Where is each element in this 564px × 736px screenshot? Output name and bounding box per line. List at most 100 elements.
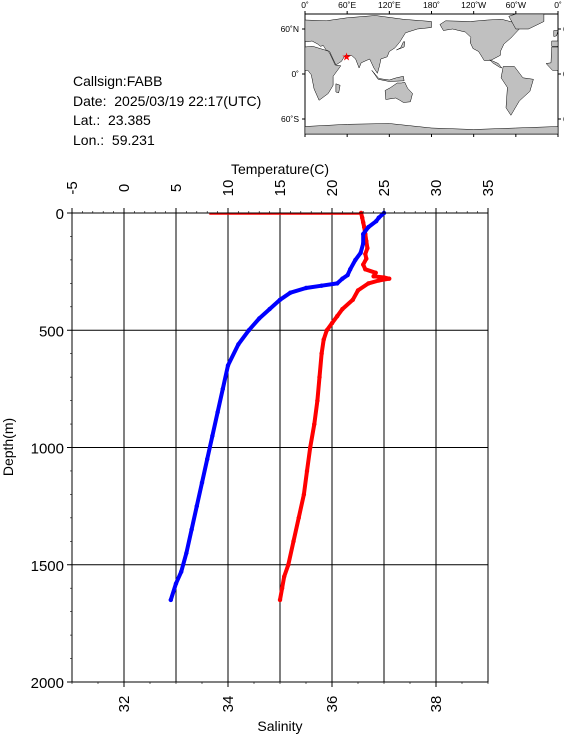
landmass: [508, 13, 545, 30]
temperature-point: [364, 256, 369, 261]
temperature-point: [373, 270, 378, 275]
landmass: [384, 82, 413, 103]
salinity-point: [267, 306, 272, 312]
map-longitude-label: 0˚: [554, 0, 562, 10]
temperature-point: [279, 586, 285, 591]
temperature-point: [296, 515, 301, 521]
temperature-point: [371, 274, 376, 279]
map-land: [304, 13, 559, 135]
depth-ticks: 0 500 1000 1500 2000: [31, 206, 72, 692]
temperature-tick-label: 0: [116, 184, 133, 192]
salinity-point: [205, 457, 210, 462]
temperature-point: [291, 539, 296, 544]
temperature-tick-label: 30: [428, 180, 445, 197]
salinity-point: [199, 480, 205, 485]
temperature-point: [315, 398, 320, 403]
salinity-point: [179, 569, 184, 574]
salinity-point: [374, 219, 379, 224]
map-longitude-label: 120˚E: [378, 0, 401, 10]
temperature-point: [360, 215, 365, 220]
salinity-point: [257, 316, 262, 321]
map-longitude-labels: 0˚ 60˚E 120˚E 180˚ 120˚W 60˚W 0˚: [301, 0, 562, 10]
salinity-point: [215, 410, 220, 415]
salinity-point: [366, 224, 371, 230]
salinity-point: [288, 290, 293, 295]
landmass: [304, 46, 342, 101]
salinity-point: [358, 250, 363, 256]
temperature-point: [312, 421, 317, 427]
map-longitude-label: 180˚: [423, 0, 440, 10]
salinity-point: [335, 281, 340, 286]
date-text: Date: 2025/03/19 22:17(UTC): [73, 92, 262, 109]
salinity-point: [345, 272, 350, 278]
temperature-point: [277, 597, 283, 603]
callsign-text: Callsign:FABB: [73, 73, 163, 89]
longitude-text: Lon.: 59.231: [73, 131, 155, 148]
salinity-point: [210, 433, 215, 438]
map-latitude-label: 0˚: [291, 69, 299, 79]
map-longitude-label: 0˚: [301, 0, 309, 10]
station-marker-icon: ★: [342, 52, 352, 64]
landmass: [551, 40, 559, 47]
salinity-tick-label: 32: [116, 696, 133, 713]
salinity-profile-line: [168, 211, 386, 602]
chart-grid: [72, 213, 488, 682]
temperature-tick-label: 35: [480, 180, 497, 197]
salinity-point: [173, 581, 179, 586]
temperature-point: [317, 374, 322, 380]
salinity-point: [236, 342, 241, 347]
depth-axis-label: Depth(m): [0, 418, 16, 476]
map-longitude-label: 60˚W: [506, 0, 526, 10]
salinity-point: [189, 527, 194, 532]
temperature-point: [387, 276, 392, 281]
landmass: [439, 19, 520, 61]
salinity-tick-label: 34: [220, 696, 237, 713]
map-longitude-label: 120˚W: [461, 0, 486, 10]
salinity-tick-label: 38: [428, 696, 445, 713]
temperature-point: [365, 246, 370, 251]
landmass: [489, 59, 503, 69]
landmass: [545, 46, 559, 71]
latitude-text: Lat.: 23.385: [73, 112, 151, 128]
landmass: [304, 15, 432, 74]
salinity-point: [361, 241, 366, 246]
temperature-point: [376, 278, 381, 283]
map-latitude-label: 60˚N: [281, 24, 299, 34]
temperature-tick-label: 5: [168, 184, 185, 192]
temperature-point: [304, 468, 310, 474]
temperature-tick-label: 25: [376, 180, 393, 197]
depth-tick-label: 0: [56, 206, 64, 223]
temperature-point: [355, 288, 361, 293]
depth-tick-label: 1000: [31, 441, 64, 458]
salinity-point: [348, 267, 353, 272]
station-info: Callsign:FABB Date: 2025/03/19 22:17(UTC…: [73, 72, 261, 150]
depth-tick-label: 500: [39, 323, 64, 340]
temperature-point: [282, 574, 287, 579]
temperature-point: [366, 281, 371, 286]
temperature-point: [308, 445, 313, 450]
temperature-point: [301, 492, 307, 497]
salinity-point: [184, 550, 189, 556]
salinity-ticks: 32 34 36 38: [71, 682, 489, 713]
salinity-point: [303, 285, 309, 291]
temperature-point: [350, 297, 355, 302]
salinity-axis-label: Salinity: [257, 718, 302, 734]
depth-tick-label: 1500: [31, 558, 64, 575]
temperature-point: [361, 262, 366, 267]
salinity-tick-label: 36: [324, 696, 341, 713]
salinity-point: [353, 257, 358, 263]
landmass: [553, 30, 559, 37]
temperature-point: [319, 351, 324, 356]
landmass: [371, 70, 405, 82]
salinity-point: [225, 363, 231, 368]
temperature-point: [363, 251, 368, 257]
temperature-point: [321, 337, 326, 342]
temperature-point: [335, 314, 340, 319]
salinity-point: [361, 231, 366, 237]
temperature-tick-label: -5: [64, 181, 81, 194]
landmass: [500, 66, 534, 116]
temperature-point: [381, 275, 387, 280]
temperature-ticks: -5 0 5 10 15 20 25 30 35: [64, 180, 497, 213]
temperature-tick-label: 15: [272, 180, 289, 197]
